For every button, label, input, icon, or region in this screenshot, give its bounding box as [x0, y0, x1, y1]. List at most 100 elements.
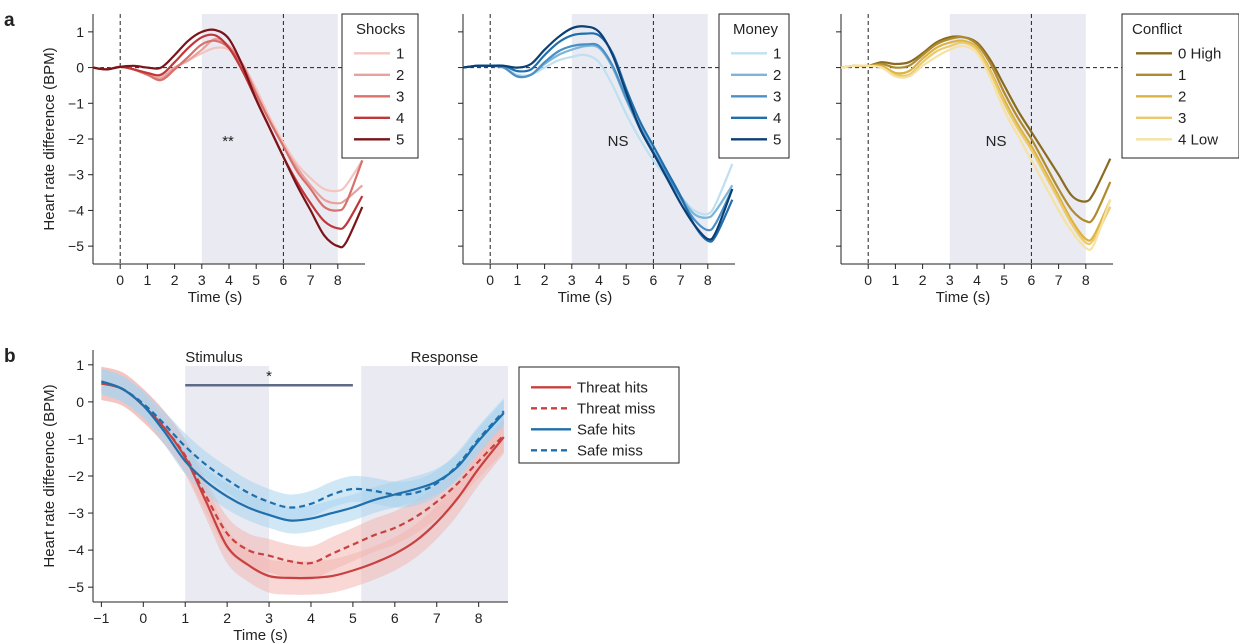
legend-title: Money	[733, 21, 779, 38]
y-tick-label: 1	[76, 357, 84, 373]
series-line-4	[101, 380, 505, 509]
x-tick-label: 8	[704, 272, 712, 288]
x-tick-label: 8	[475, 610, 483, 626]
legend-label-4: Safe miss	[577, 442, 643, 459]
y-tick-label: −5	[68, 579, 84, 595]
y-tick-label: −1	[68, 95, 84, 111]
panel-label-a: a	[4, 10, 15, 31]
series-line-4	[92, 33, 364, 230]
legend-label-3: 2	[1178, 88, 1186, 105]
legend: Threat hits Threat miss Safe hits Safe miss	[518, 366, 680, 464]
legend-label-2: Threat miss	[577, 400, 655, 417]
significance-annotation: NS	[608, 133, 629, 150]
legend-label-1: 1	[396, 45, 404, 62]
significance-annotation: **	[222, 133, 234, 150]
shaded-region	[949, 14, 1086, 264]
legend-label-5: 4 Low	[1178, 131, 1218, 148]
x-axis-title: Time (s)	[188, 289, 242, 306]
series-line-3	[101, 380, 505, 522]
series-line-3	[462, 42, 734, 232]
legend-label-5: 5	[396, 131, 404, 148]
y-tick-label: 0	[76, 394, 84, 410]
charts: 1 0 −1 −2 −3 −4 −5 0 1 2 3 4 5 6 7 8 Time (s) Heart rate …	[41, 13, 1239, 643]
x-tick-label: 1	[514, 272, 522, 288]
confidence-band-1	[101, 366, 504, 581]
legend-box	[1121, 13, 1239, 159]
legend-label-1: 1	[773, 45, 781, 62]
x-tick-label: 1	[181, 610, 189, 626]
legend: Shocks 1 2 3 4 5	[341, 13, 419, 159]
x-tick-label: 4	[225, 272, 233, 288]
y-tick-label: −3	[68, 167, 84, 183]
x-tick-label: 2	[223, 610, 231, 626]
legend-box	[341, 13, 419, 159]
x-tick-label: 5	[622, 272, 630, 288]
x-tick-label: 0	[139, 610, 147, 626]
x-tick-label: 8	[1082, 272, 1090, 288]
y-axis-title: Heart rate difference (BPM)	[41, 384, 58, 567]
legend-label-2: 1	[1178, 67, 1186, 84]
y-tick-label: −2	[68, 468, 84, 484]
legend-label-1: 0 High	[1178, 45, 1221, 62]
chart-2: 0 1 2 3 4 5 6 7 8 Time (s) NS Money 1 2 3 4 5	[458, 13, 790, 306]
x-tick-label: 4	[973, 272, 981, 288]
x-tick-label: 1	[144, 272, 152, 288]
legend-label-5: 5	[773, 131, 781, 148]
x-tick-label: 4	[595, 272, 603, 288]
series-line-5	[840, 44, 1112, 252]
y-tick-label: 1	[76, 24, 84, 40]
legend-label-4: 4	[396, 110, 404, 127]
x-tick-label: 6	[280, 272, 288, 288]
x-tick-label: 2	[541, 272, 549, 288]
x-tick-label: 6	[650, 272, 658, 288]
y-tick-label: −2	[68, 131, 84, 147]
x-tick-label: 6	[1028, 272, 1036, 288]
confidence-band-3	[101, 368, 504, 521]
x-tick-label: 3	[946, 272, 954, 288]
series-line-5	[92, 28, 364, 249]
x-axis-title: Time (s)	[233, 627, 287, 643]
legend-label-4: 3	[1178, 110, 1186, 127]
chart-4: Stimulus Response 1 0 −1 −2 −3 −4 −5 −1 0 1 2 3 4 5 6 7 8 T…	[41, 349, 680, 643]
x-tick-label: 0	[116, 272, 124, 288]
y-tick-label: −4	[68, 542, 84, 558]
legend-box	[718, 13, 790, 159]
region-label-response: Response	[411, 349, 479, 366]
x-axis-title: Time (s)	[558, 289, 612, 306]
shaded-region	[201, 14, 338, 264]
legend-label-2: 2	[396, 67, 404, 84]
x-tick-label: 5	[252, 272, 260, 288]
y-tick-label: −1	[68, 431, 84, 447]
series-line-2	[840, 35, 1112, 224]
legend-label-2: 2	[773, 67, 781, 84]
legend-box	[518, 366, 680, 464]
x-tick-label: 8	[334, 272, 342, 288]
x-tick-label: 2	[919, 272, 927, 288]
x-tick-label: 7	[677, 272, 685, 288]
x-tick-label: 0	[486, 272, 494, 288]
x-axis-title: Time (s)	[936, 289, 990, 306]
x-tick-label: 5	[1000, 272, 1008, 288]
series-line-1	[840, 35, 1112, 203]
legend-title: Shocks	[356, 21, 405, 38]
x-tick-label: 7	[1055, 272, 1063, 288]
x-tick-label: −1	[93, 610, 109, 626]
chart-1: 1 0 −1 −2 −3 −4 −5 0 1 2 3 4 5 6 7 8 Time (s) Heart rate …	[41, 13, 419, 306]
y-tick-label: −3	[68, 505, 84, 521]
x-tick-label: 7	[307, 272, 315, 288]
legend-label-3: 3	[396, 88, 404, 105]
y-axis-title: Heart rate difference (BPM)	[41, 47, 58, 230]
y-tick-label: 0	[76, 60, 84, 76]
region-label-stimulus: Stimulus	[185, 349, 243, 366]
x-tick-label: 7	[433, 610, 441, 626]
legend-title: Conflict	[1132, 21, 1183, 38]
series-line-2	[101, 382, 505, 565]
series-line-5	[462, 25, 734, 241]
x-tick-label: 1	[892, 272, 900, 288]
y-tick-label: −4	[68, 202, 84, 218]
x-tick-label: 6	[391, 610, 399, 626]
significance-star: *	[266, 368, 272, 385]
x-tick-label: 5	[349, 610, 357, 626]
x-tick-label: 2	[171, 272, 179, 288]
